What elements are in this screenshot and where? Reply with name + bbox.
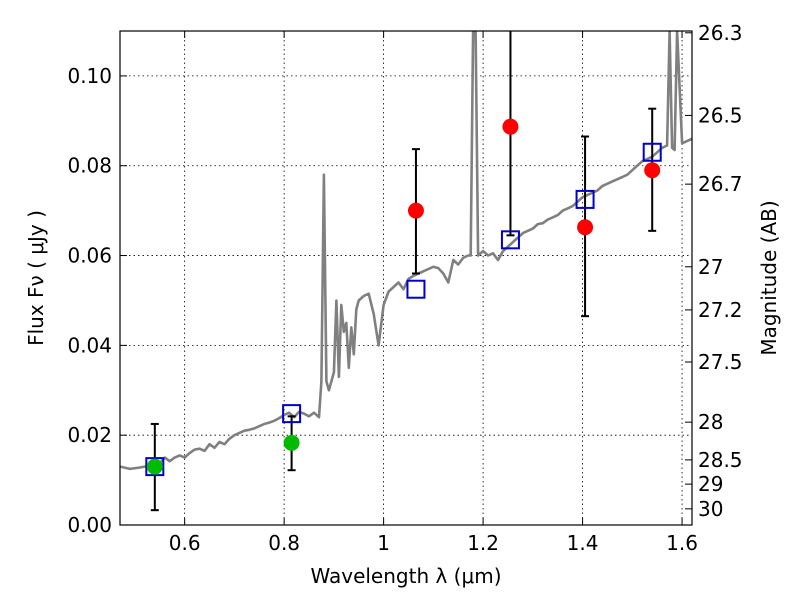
mag-tick-label: 26.7 — [698, 172, 743, 196]
x-axis-title: Wavelength λ (μm) — [310, 564, 501, 588]
detection-point — [644, 162, 661, 179]
x-tick-label: 0.8 — [268, 531, 300, 555]
detection-point — [502, 118, 519, 135]
detection-point — [577, 219, 594, 236]
mag-tick-label: 27.2 — [698, 298, 743, 322]
model-band-marker — [642, 142, 662, 162]
model-spectrum-line — [120, 31, 692, 471]
y-tick-label: 0.08 — [67, 154, 112, 178]
plot-frame — [119, 30, 693, 526]
x-tick-label: 0.6 — [169, 531, 201, 555]
mag-tick-label: 28.5 — [698, 448, 743, 472]
model-band-marker — [575, 189, 595, 209]
model-band-marker — [282, 404, 302, 424]
x-tick-label: 1.2 — [467, 531, 499, 555]
y-tick-label: 0.10 — [67, 64, 112, 88]
mag-tick-label: 26.3 — [698, 21, 743, 45]
y2-axis-title: Magnitude (AB) — [757, 200, 781, 355]
y-axis-title: Flux Fν ( μJy ) — [24, 210, 48, 346]
mag-tick-label: 27.5 — [698, 350, 743, 374]
mag-tick-label: 27 — [698, 255, 723, 279]
marker-layer — [145, 118, 662, 477]
tick-layer: 0.6 0.8 1 1.2 1.4 1.6 0.00 0.02 0.04 0.06 0.08 0.10… — [67, 21, 742, 555]
x-tick-label: 1.6 — [666, 531, 698, 555]
optical-point — [283, 434, 300, 451]
model-band-marker — [500, 230, 520, 250]
y-tick-label: 0.04 — [67, 333, 112, 357]
mag-tick-label: 30 — [698, 497, 723, 521]
mag-tick-label: 29 — [698, 472, 723, 496]
mag-tick-label: 28 — [698, 410, 723, 434]
optical-point — [146, 458, 163, 475]
model-spectrum-layer — [120, 31, 692, 471]
x-tick-label: 1 — [377, 531, 390, 555]
mag-tick-label: 26.5 — [698, 103, 743, 127]
y-tick-label: 0.06 — [67, 244, 112, 268]
detection-point — [407, 202, 424, 219]
y-tick-label: 0.00 — [67, 513, 112, 537]
model-band-marker — [145, 457, 165, 477]
model-band-marker — [406, 279, 426, 299]
x-tick-label: 1.4 — [567, 531, 599, 555]
y-tick-label: 0.02 — [67, 423, 112, 447]
errorbar-layer — [150, 31, 657, 512]
